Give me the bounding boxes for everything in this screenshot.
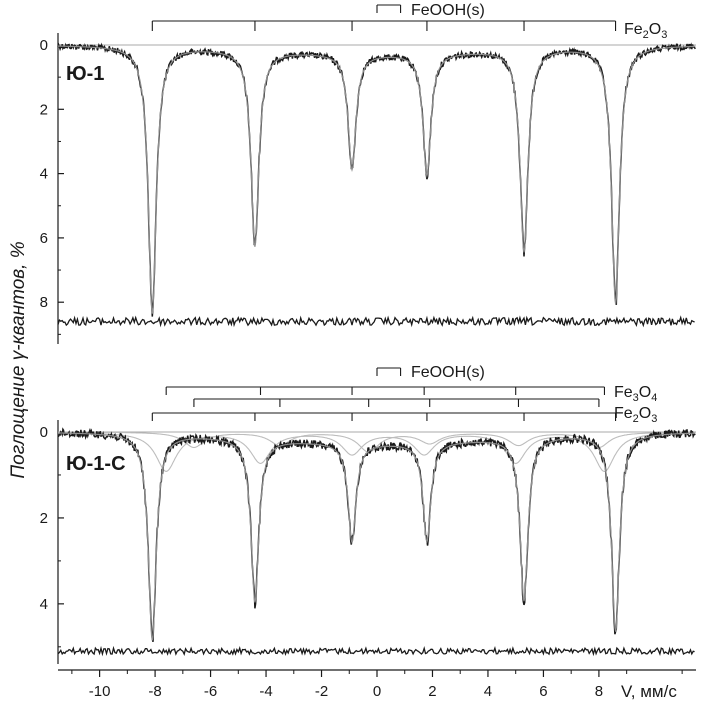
x-tick-label: -10 (89, 683, 111, 700)
fe3o4-label: Fe3O4 (614, 384, 657, 404)
top-panel-label: Ю-1 (66, 63, 104, 85)
fe2o3-base: Fe (624, 21, 643, 38)
bottom-panel-label: Ю-1-С (66, 453, 126, 475)
y-tick-label: 4 (40, 596, 48, 613)
y-tick-label: 0 (40, 424, 48, 441)
y-tick-label: 0 (40, 37, 48, 54)
fit-curve (58, 45, 696, 314)
x-tick-label: 8 (595, 683, 603, 700)
feooh-label-top: FeOOH(s) (411, 2, 485, 19)
fe3o4-sub1: 3 (633, 392, 639, 404)
y-tick-label: 8 (40, 294, 48, 311)
x-tick-label: -6 (204, 683, 217, 700)
x-tick-label: -8 (148, 683, 161, 700)
x-axis-title: V, мм/с (621, 682, 677, 701)
fit-curve (58, 432, 696, 641)
fe3o4-mid: O (639, 384, 651, 401)
fe2o3-sub2: 3 (651, 413, 657, 425)
x-axis: -10 -8 -6 -4 -2 0 2 4 6 8 (58, 669, 696, 700)
subspectrum-curve (58, 432, 696, 473)
fe2o3-label-top: Fe2O3 (624, 21, 667, 41)
experimental-spectrum (57, 42, 696, 317)
bottom-panel: 024 (40, 367, 696, 664)
feooh-label-bottom: FeOOH(s) (411, 364, 485, 381)
fe2o3-mid: O (649, 21, 661, 38)
residual-curve (57, 645, 695, 657)
top-panel: 0 2 4 6 8 (40, 4, 696, 344)
fe2o3-label-bottom: Fe2O3 (614, 405, 657, 425)
x-tick-label: 6 (539, 683, 547, 700)
x-tick-label: 0 (373, 683, 381, 700)
experimental-spectrum (57, 427, 696, 643)
x-tick-label: 2 (428, 683, 436, 700)
y-tick-label: 6 (40, 230, 48, 247)
y-tick-label: 2 (40, 101, 48, 118)
fe2o3-sub2: 3 (661, 29, 667, 41)
fe2o3-mid: O (639, 405, 651, 422)
residual-curve (57, 315, 695, 328)
fe2o3-sub1: 2 (633, 413, 639, 425)
y-tick-label: 4 (40, 166, 48, 183)
fe3o4-base: Fe (614, 384, 633, 401)
fe2o3-sub1: 2 (643, 29, 649, 41)
fe3o4-sub2: 4 (651, 392, 657, 404)
x-tick-label: -2 (315, 683, 328, 700)
fe2o3-base: Fe (614, 405, 633, 422)
x-tick-label: -4 (259, 683, 272, 700)
x-tick-label: 4 (484, 683, 492, 700)
y-axis-title: Поглощение γ-квантов, % (8, 241, 29, 478)
y-tick-label: 2 (40, 510, 48, 527)
